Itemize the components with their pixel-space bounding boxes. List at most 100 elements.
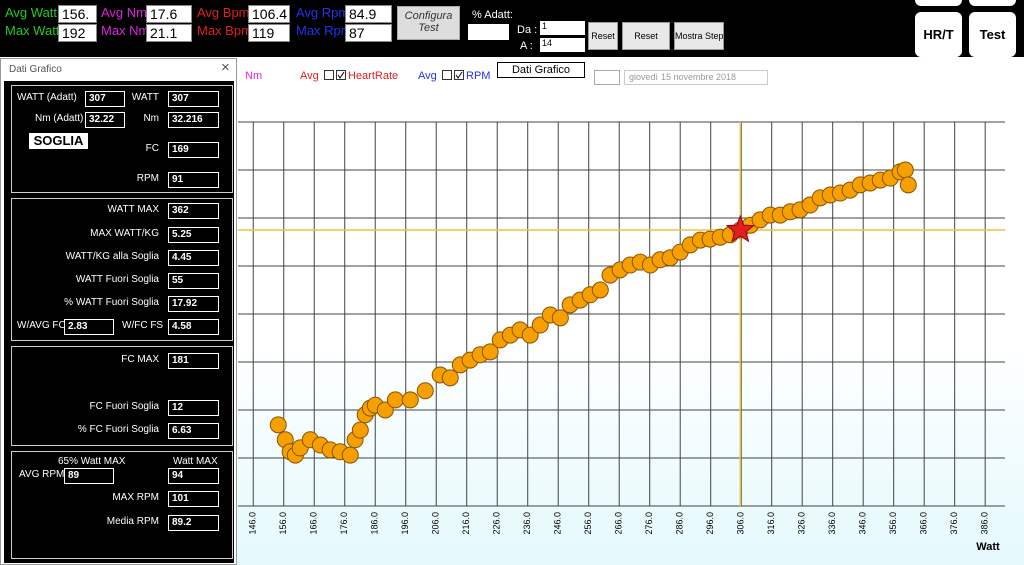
legend-hr: HeartRate <box>348 70 399 82</box>
x-tick-label: 366.0 <box>919 512 929 535</box>
header: 65% Watt MAX <box>58 456 126 467</box>
field-value: 17.92 <box>168 296 219 312</box>
checkbox[interactable] <box>442 70 452 80</box>
field-label: Nm <box>143 113 159 124</box>
stat-value: 17.6 <box>146 5 192 23</box>
x-tick-label: 346.0 <box>858 512 868 535</box>
field-value: 2.83 <box>64 319 114 335</box>
x-tick-label: 146.0 <box>248 512 258 535</box>
x-tick-label: 296.0 <box>705 512 715 535</box>
field-label: WATT Fuori Soglia <box>75 274 159 285</box>
stat-value: 156. <box>58 5 97 23</box>
field-label: Nm (Adatt) <box>35 113 84 124</box>
field-value: 32.216 <box>168 112 219 128</box>
group-box <box>11 451 233 559</box>
point <box>441 369 459 387</box>
field-value: 101 <box>168 491 219 507</box>
date-day: giovedì <box>629 72 659 82</box>
stat-label: Avg Watt <box>5 5 58 20</box>
x-tick-label: 356.0 <box>888 512 898 535</box>
x-tick-label: 256.0 <box>583 512 593 535</box>
x-tick-label: 166.0 <box>309 512 319 535</box>
x-tick-label: 176.0 <box>339 512 349 535</box>
field-value: 94 <box>168 468 219 484</box>
field-label: % FC Fuori Soglia <box>77 424 159 435</box>
legend-avg: Avg <box>418 70 437 82</box>
point <box>341 446 359 464</box>
configure-button[interactable]: Configura Test <box>397 6 460 40</box>
point <box>551 309 569 327</box>
from-label: Da : <box>517 24 538 36</box>
stat-value: 87 <box>345 24 392 42</box>
field-label: Media RPM <box>106 516 159 527</box>
small-input[interactable] <box>594 70 620 85</box>
data-button[interactable]: Dati Grafico <box>497 62 585 78</box>
x-tick-label: 286.0 <box>675 512 685 535</box>
checkbox[interactable] <box>336 70 346 80</box>
right-button[interactable]: Test <box>969 12 1016 57</box>
from-select[interactable]: 1 <box>540 21 585 35</box>
field-value: 307 <box>85 91 125 107</box>
field-label: FC <box>145 143 159 154</box>
x-tick-label: 316.0 <box>766 512 776 535</box>
checkbox[interactable] <box>454 70 464 80</box>
legend-nm: Nm <box>245 70 263 82</box>
field-label: WATT MAX <box>107 204 159 215</box>
date-text: 15 novembre 2018 <box>661 72 737 82</box>
field-label: AVG RPM <box>19 469 65 480</box>
point <box>521 326 539 344</box>
x-tick-label: 266.0 <box>614 512 624 535</box>
group-box <box>11 85 233 193</box>
x-tick-label: 196.0 <box>400 512 410 535</box>
field-label: MAX WATT/KG <box>90 228 159 239</box>
field-value: 169 <box>168 142 219 158</box>
stat-label: Max Bpm <box>197 23 252 38</box>
dialog-close[interactable]: × <box>221 59 230 76</box>
x-tick-label: 226.0 <box>492 512 502 535</box>
right-button[interactable]: HR/T <box>915 12 962 57</box>
checkbox[interactable] <box>324 70 334 80</box>
x-tick-label: 206.0 <box>431 512 441 535</box>
stat-value: 106.4 <box>248 5 290 23</box>
stat-label: Avg Rpm <box>296 5 350 20</box>
field-label: RPM <box>136 173 159 184</box>
to-select[interactable]: 14 <box>540 38 585 52</box>
adapt-label: % Adatt: <box>472 9 513 21</box>
toolbar-button[interactable]: Mostra Step <box>674 22 724 50</box>
stat-value: 192 <box>58 24 97 42</box>
point <box>416 382 434 400</box>
x-tick-label: 276.0 <box>644 512 654 535</box>
field-value: 89 <box>64 468 114 484</box>
toolbar-button[interactable]: Reset <box>622 22 670 50</box>
stat-label: Max Watt <box>5 23 60 38</box>
x-tick-label: 236.0 <box>522 512 532 535</box>
point <box>386 391 404 409</box>
date-picker[interactable]: giovedì 15 novembre 2018 <box>624 70 768 85</box>
field-value: 12 <box>168 400 219 416</box>
legend-avg: Avg <box>300 70 319 82</box>
point <box>269 416 287 434</box>
field-value: 55 <box>168 273 219 289</box>
adapt-input[interactable] <box>468 24 509 40</box>
toolbar-button[interactable]: Reset <box>588 22 618 50</box>
x-tick-label: 376.0 <box>949 512 959 535</box>
point <box>531 316 549 334</box>
field-value: 4.58 <box>168 319 219 335</box>
group-box <box>11 198 233 341</box>
button-edge <box>915 0 962 6</box>
stat-label: Max Nm <box>101 23 150 38</box>
field-label: % WATT Fuori Soglia <box>64 297 159 308</box>
x-tick-label: 336.0 <box>827 512 837 535</box>
point <box>899 176 917 194</box>
dialog: Dati Grafico × SOGLIA 65% Watt MAX Watt MAX W… <box>0 58 237 565</box>
to-label: A : <box>520 40 533 52</box>
stat-value: 21.1 <box>146 24 192 42</box>
field-label: FC MAX <box>121 354 159 365</box>
x-axis-label: Watt <box>976 541 1000 553</box>
x-tick-label: 326.0 <box>797 512 807 535</box>
x-tick-label: 246.0 <box>553 512 563 535</box>
marker-star <box>725 214 755 243</box>
field-value: 307 <box>168 91 219 107</box>
